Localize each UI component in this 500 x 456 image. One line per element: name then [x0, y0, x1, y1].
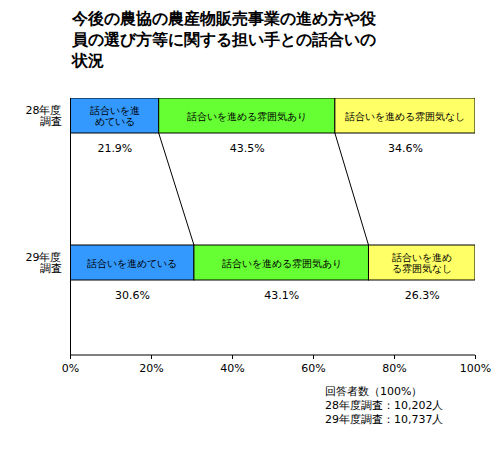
svg-text:29年度調査: 29年度調査: [26, 251, 62, 275]
svg-text:話合いを進める雰囲気あり: 話合いを進める雰囲気あり: [222, 258, 342, 269]
html-text:29年度調査：10,737人: 29年度調査：10,737人: [325, 413, 444, 426]
svg-text:話合いを進める雰囲気なし: 話合いを進める雰囲気なし: [392, 252, 452, 275]
svg-text:0%: 0%: [62, 362, 79, 375]
svg-text:話合いを進めている: 話合いを進めている: [90, 105, 140, 128]
html-text:今後の農協の農産物販売事業の進め方や役員の選び方等に関する担: 今後の農協の農産物販売事業の進め方や役員の選び方等に関する担い手との話合いの状況: [72, 9, 376, 70]
svg-text:100%: 100%: [460, 362, 491, 375]
svg-text:話合いを進めている: 話合いを進めている: [87, 258, 177, 269]
svg-text:21.9%: 21.9%: [97, 142, 132, 155]
svg-text:80%: 80%: [382, 362, 406, 375]
svg-text:30.6%: 30.6%: [115, 289, 150, 302]
svg-text:34.6%: 34.6%: [388, 142, 423, 155]
svg-text:28年度調査: 28年度調査: [26, 104, 62, 128]
svg-text:話合いを進める雰囲気あり: 話合いを進める雰囲気あり: [187, 111, 307, 122]
svg-text:60%: 60%: [301, 362, 325, 375]
svg-text:40%: 40%: [220, 362, 244, 375]
html-text:28年度調査：10,202人: 28年度調査：10,202人: [325, 399, 444, 412]
svg-text:43.5%: 43.5%: [230, 142, 265, 155]
svg-text:26.3%: 26.3%: [405, 289, 440, 302]
svg-text:話合いを進める雰囲気なし: 話合いを進める雰囲気なし: [345, 111, 465, 122]
html-text:回答者数（100%）: 回答者数（100%）: [325, 385, 423, 398]
svg-text:43.1%: 43.1%: [264, 289, 299, 302]
svg-text:20%: 20%: [139, 362, 163, 375]
